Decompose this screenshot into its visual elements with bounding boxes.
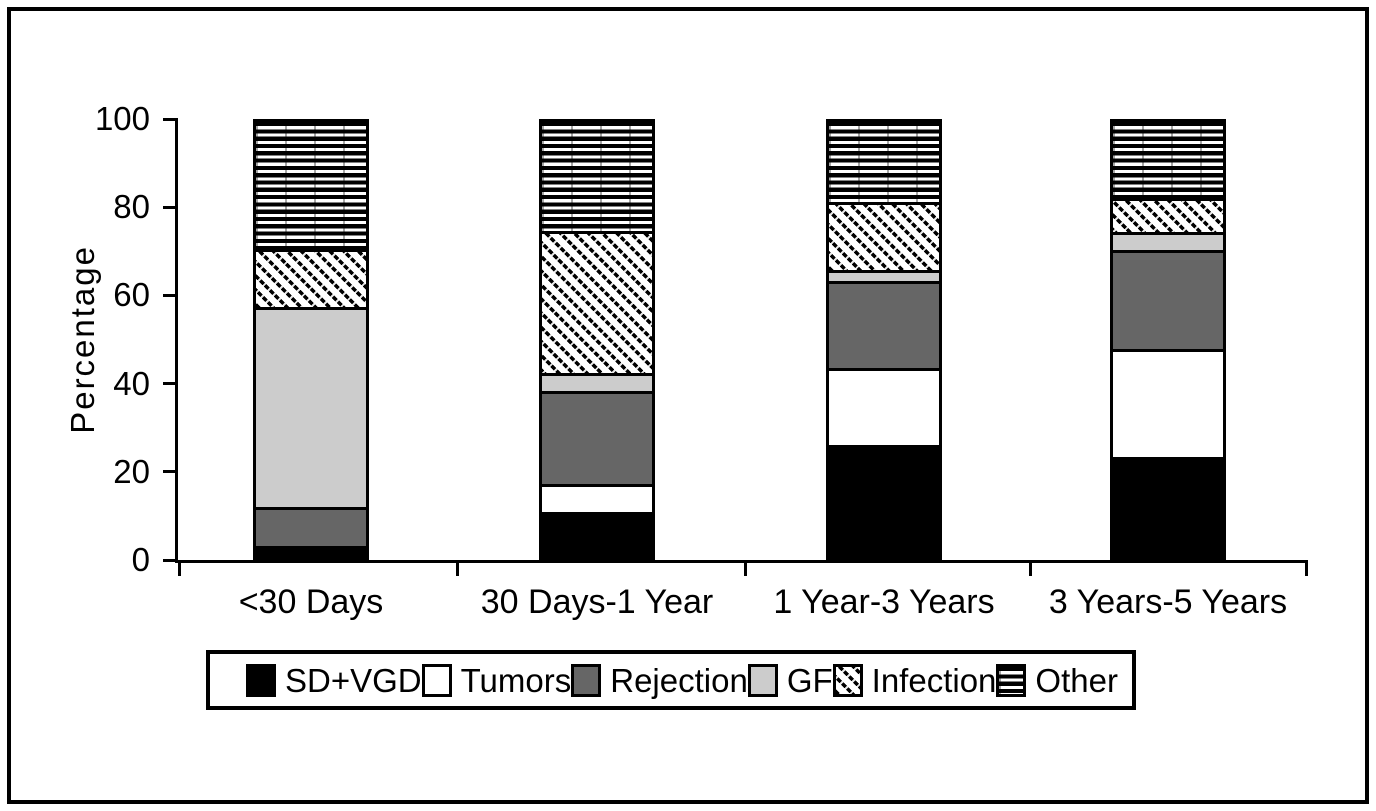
legend-item-tumors: Tumors (421, 661, 572, 699)
plot-area: 0 20 40 60 80 100 (95, 102, 1308, 577)
x-tick (1305, 563, 1308, 576)
y-tick (163, 382, 178, 386)
bar-segment-tumors (542, 483, 652, 512)
legend-swatch-infection (832, 663, 863, 697)
bar-segment-infection (256, 248, 366, 307)
legend-label-other: Other (1035, 661, 1118, 699)
legend-item-other: Other (996, 661, 1118, 699)
bar-segment-infection (542, 231, 652, 373)
legend-swatch-tumors (421, 663, 452, 697)
legend-swatch-gf (747, 663, 778, 697)
y-tick (163, 470, 178, 474)
y-tick (163, 293, 178, 297)
bar-segment-infection (829, 201, 939, 270)
y-tick-label: 60 (113, 276, 150, 314)
x-tick (456, 563, 459, 576)
legend-label-tumors: Tumors (460, 661, 572, 699)
x-tick (744, 563, 747, 576)
bar-segment-rejection (256, 506, 366, 546)
legend-item-sd-vgd: SD+VGD (246, 661, 422, 699)
bar-segment-gf (542, 372, 652, 391)
legend-swatch-rejection (571, 663, 602, 697)
y-tick-label: 40 (113, 364, 150, 402)
y-tick (163, 558, 178, 562)
bar-30-days-1-year (539, 119, 655, 560)
bar-1-year-3-years (826, 119, 942, 560)
x-category-label: <30 Days (238, 583, 384, 621)
bar-segment-sd-vgd (1113, 457, 1223, 557)
bar--30-days (253, 119, 369, 560)
y-tick-label: 80 (113, 188, 150, 226)
y-tick-label: 100 (94, 100, 150, 137)
x-category-label: 3 Years-5 Years (1048, 583, 1288, 621)
legend-swatch-sd-vgd (246, 663, 276, 697)
bar-segment-infection (1113, 197, 1223, 233)
x-category-label: 1 Year-3 Years (773, 583, 995, 621)
x-category-label: 30 Days-1 Year (480, 583, 714, 621)
bar-segment-rejection (829, 281, 939, 369)
figure-frame: Percentage 0 20 40 60 80 100 <30 Days 30 Days-… (7, 7, 1369, 804)
x-tick (178, 563, 181, 576)
bar-segment-tumors (1113, 349, 1223, 458)
legend-label-infection: Infection (871, 661, 997, 699)
bar-segment-rejection (542, 390, 652, 484)
bar-segment-rejection (1113, 249, 1223, 350)
x-tick (1029, 563, 1032, 576)
bar-segment-sd-vgd (542, 512, 652, 557)
bar-segment-other (1113, 122, 1223, 198)
bar-segment-gf (256, 306, 366, 507)
bar-segment-gf (1113, 232, 1223, 250)
legend: SD+VGD Tumors Rejection GF Infection Other (206, 650, 1136, 710)
y-axis-title-text: Percentage (64, 245, 101, 434)
y-tick (163, 117, 178, 121)
legend-label-rejection: Rejection (610, 661, 748, 699)
bar-segment-other (256, 122, 366, 249)
bar-segment-sd-vgd (256, 545, 366, 557)
bar-segment-other (829, 122, 939, 202)
legend-label-sd-vgd: SD+VGD (285, 661, 422, 699)
legend-item-gf: GF (747, 661, 833, 699)
bar-3-years-5-years (1110, 119, 1226, 560)
legend-label-gf: GF (786, 661, 833, 699)
y-tick-label: 20 (113, 452, 150, 490)
bar-segment-gf (829, 269, 939, 282)
y-tick (163, 205, 178, 209)
legend-item-rejection: Rejection (571, 661, 748, 699)
bar-segment-tumors (829, 368, 939, 445)
y-tick-label: 0 (131, 541, 150, 578)
bar-segment-other (542, 122, 652, 232)
y-axis-title: Percentage (56, 119, 110, 560)
legend-swatch-other (996, 663, 1027, 697)
bar-segment-sd-vgd (829, 444, 939, 557)
legend-item-infection: Infection (832, 661, 997, 699)
